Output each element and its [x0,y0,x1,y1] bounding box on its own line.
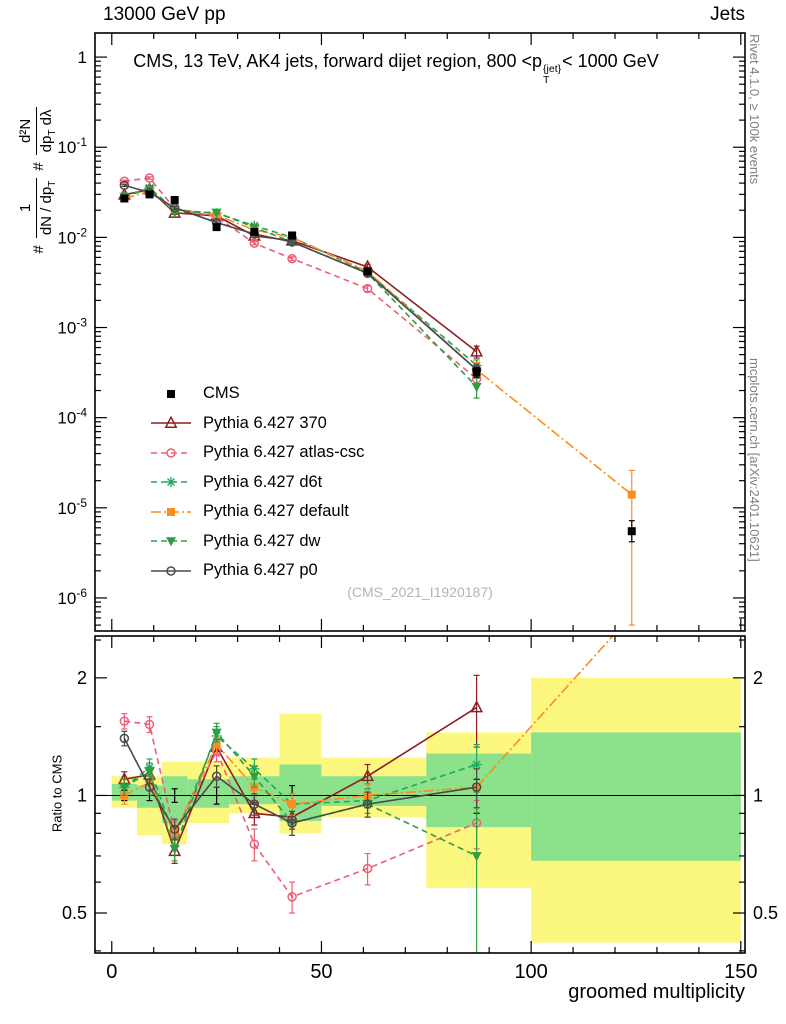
svg-text:0.5: 0.5 [62,903,87,923]
fraction-numerator: d²N [16,118,34,144]
hash-symbol: # [29,245,47,254]
analysis-id-watermark: (CMS_2021_I1920187) [347,584,493,600]
legend-marker-triangle-down-filled [151,537,191,547]
legend-marker-square-filled [151,507,191,516]
legend-label: Pythia 6.427 default [203,502,349,521]
legend-label: Pythia 6.427 370 [203,413,327,432]
svg-text:2: 2 [753,668,763,688]
den-text: dλ [37,109,55,130]
legend: CMS Pythia 6.427 370 Pythia 6.427 atlas-cs… [148,379,364,586]
legend-marker-circle-open [151,566,191,576]
svg-text:100: 100 [514,961,547,983]
den-text: dp [37,135,55,153]
legend-item: Pythia 6.427 atlas-csc [148,438,364,468]
legend-label: Pythia 6.427 d6t [203,472,323,491]
svg-text:0.5: 0.5 [753,903,778,923]
legend-label: CMS [203,384,240,403]
fraction-denominator: dN / dpT [35,177,60,239]
plot-title: CMS, 13 TeV, AK4 jets, forward dijet reg… [40,51,752,85]
legend-label: Pythia 6.427 dw [203,531,321,550]
svg-text:10-4: 10-4 [57,406,87,428]
legend-item: Pythia 6.427 d6t [148,468,364,498]
mcplots-reference-label: mcplots.cern.ch [arXiv:2401.10621] [747,358,762,562]
legend-item: Pythia 6.427 p0 [148,556,364,586]
legend-marker-square-filled [167,389,175,398]
y-axis-fraction-1: 1 dN / dpT [16,177,60,239]
legend-label: Pythia 6.427 p0 [203,561,318,580]
svg-text:2: 2 [77,668,87,688]
pt-sup-sub: {jet} T [543,64,561,85]
svg-text:10-3: 10-3 [57,316,87,338]
x-axis-label: groomed multiplicity [568,981,745,1003]
fraction-denominator: dpT dλ [35,106,60,156]
plot-title-text: CMS, 13 TeV, AK4 jets, forward dijet reg… [133,51,543,71]
legend-marker-circle-open [151,448,191,458]
y-axis-label: # 1 dN / dpT # d²N dpT dλ [0,65,78,295]
svg-text:1: 1 [753,785,763,805]
svg-text:0: 0 [106,961,117,983]
svg-text:150: 150 [724,961,757,983]
plot-title-tail: < 1000 GeV [562,51,659,71]
y-axis-fraction-2: d²N dpT dλ [16,106,60,156]
beam-energy-label: 13000 GeV pp [103,4,226,25]
pt-superscript: {jet} [543,63,562,75]
ratio-y-axis-label: Ratio to CMS [49,754,65,833]
legend-item: Pythia 6.427 default [148,497,364,527]
legend-marker-triangle-open [151,415,191,429]
den-text: dN / dp [37,186,55,236]
legend-item: Pythia 6.427 dw [148,527,364,557]
hash-symbol: # [29,162,47,171]
rivet-version-label: Rivet 4.1.0, ≥ 100k events [747,34,762,185]
legend-marker-asterisk [151,477,191,488]
den-sub: T [46,180,58,187]
legend-item: CMS [148,379,364,409]
fraction-numerator: 1 [16,203,34,213]
svg-text:10-6: 10-6 [57,586,87,608]
svg-text:50: 50 [310,961,332,983]
den-sub: T [46,129,58,136]
legend-label: Pythia 6.427 atlas-csc [203,443,365,462]
analysis-group-label: Jets [710,4,745,25]
legend-item: Pythia 6.427 370 [148,409,364,439]
pt-subscript: T [543,73,550,86]
svg-text:10-5: 10-5 [57,496,87,518]
svg-text:1: 1 [77,785,87,805]
svg-text:1: 1 [78,48,87,67]
